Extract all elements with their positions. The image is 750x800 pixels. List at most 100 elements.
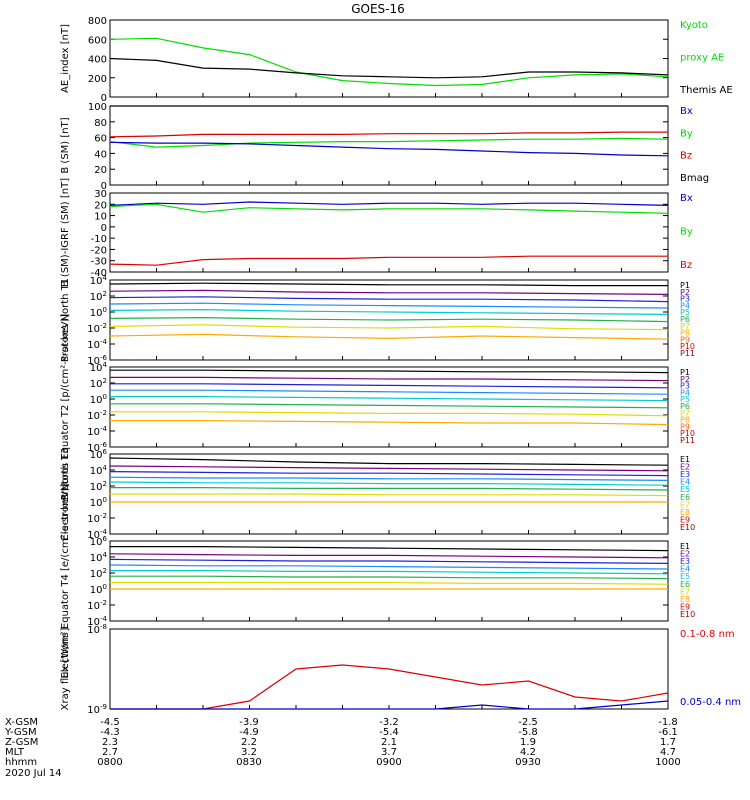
legend-label: P6 [680,315,690,324]
legend-label: 0.05-0.4 nm [680,697,741,708]
footer-value: -4.9 [239,727,259,738]
series-line-e4 [109,476,669,481]
footer-value: 2.7 [102,747,118,758]
series-line-bz [109,255,668,266]
legend-label: P10 [680,429,695,438]
footer-value: 4.2 [520,747,536,758]
legend-label: P11 [680,436,695,445]
footer-value: 2.3 [102,737,118,748]
legend-label: By [680,227,693,238]
series-line-p6 [110,403,669,409]
legend-label: E3 [680,470,690,479]
footer-value: -2.5 [518,717,538,728]
legend-label: E4 [680,478,690,487]
y-tick-label: 102 [90,480,107,493]
legend-label: P9 [680,422,690,431]
series-line-e3 [109,471,669,477]
series-line-p8 [109,333,669,340]
legend-label: E9 [680,602,690,611]
y-tick-label: -20 [91,245,107,256]
footer-value: -3.9 [239,717,259,728]
legend-label: E10 [680,523,695,532]
footer-value: 2.2 [241,737,257,748]
y-tick-label: 200 [88,74,107,85]
footer-value: -5.4 [379,727,399,738]
orbit-footer: X-GSM -4.5 -3.9 -3.2 -2.5 -1.8 Y-GSM -4.3 -4.9 -5… [4,717,681,768]
y-tick-label: 400 [88,55,107,66]
y-axis-label: AE_index [nT] [60,24,71,93]
series-line-p4 [109,302,669,309]
legend-label: P1 [680,281,690,290]
legend-label: P4 [680,388,690,397]
y-tick-label: 100 [90,496,107,509]
series-line-e7 [110,493,669,497]
y-tick-label: 80 [94,118,107,129]
series-line-p6 [109,316,669,323]
legend-label: Bx [680,193,693,204]
legend-label: Bx [680,106,693,117]
y-tick-label: 10-2 [87,512,107,525]
footer-value: 0830 [236,757,261,768]
y-tick-label: 102 [90,567,107,580]
series-line-p4 [110,389,669,395]
legend-label: P7 [680,322,690,331]
series-line-e5 [109,481,669,486]
y-tick-label: 0 [101,93,107,104]
series-line-by [109,203,669,214]
y-axis-label: Electrons North T3 [60,447,71,540]
plot-title: GOES-16 [351,2,405,16]
y-tick-label: 104 [90,274,108,287]
y-tick-label: 10 [94,212,107,223]
panel-8: 10-9 10-8 Xray flux [W/m²] 0.1-0.8 nm 0.05-0… [60,623,741,716]
series-line-bz [109,131,668,138]
legend-label: E7 [680,500,690,509]
y-tick-label: 0 [101,181,107,192]
legend-label: E3 [680,557,690,566]
y-tick-label: -30 [91,257,107,268]
series-line-p3 [109,296,669,303]
y-tick-label: 104 [90,551,108,564]
y-tick-label: 102 [90,377,107,390]
legend-label: E10 [680,610,695,619]
y-tick-label: 10-8 [87,623,107,636]
legend-label: P11 [680,349,695,358]
footer-value: 1000 [655,757,680,768]
legend-label: E5 [680,572,690,581]
series-line-e3 [109,558,669,565]
panel-1: 0 200 400 600 800 AE_index [nT] Kyoto proxy AE T… [60,16,733,104]
series-line-p5 [110,396,669,402]
footer-value: -4.5 [100,717,120,728]
legend-label: P2 [680,375,690,384]
y-tick-label: 104 [90,361,108,374]
legend-label: By [680,128,693,139]
legend-label: E8 [680,595,690,604]
y-tick-label: -10 [91,234,107,245]
legend-label: P3 [680,295,690,304]
series-line-p8 [110,420,669,426]
y-tick-label: 106 [90,448,108,461]
legend-label: P1 [680,368,690,377]
legend-label: E8 [680,508,690,517]
series-line-p7 [109,324,669,331]
legend-label: E2 [680,463,690,472]
series-line-e4 [109,564,669,570]
series-line-bx [109,141,669,157]
footer-row-label: hhmm [5,757,37,768]
series-line-p5 [109,308,669,315]
series-line-e2 [109,553,669,559]
legend-label: E9 [680,515,690,524]
y-tick-label: 10-4 [87,338,107,351]
footer-value: 1.9 [520,737,536,748]
legend-label: Themis AE [679,85,733,96]
footer-value: -6.1 [658,727,678,738]
y-tick-label: 10-2 [87,409,107,422]
y-tick-label: -40 [91,268,107,279]
series-line-by [109,137,669,148]
series-line-0-1-0-8-nm [110,664,669,710]
legend-label: E5 [680,485,690,494]
